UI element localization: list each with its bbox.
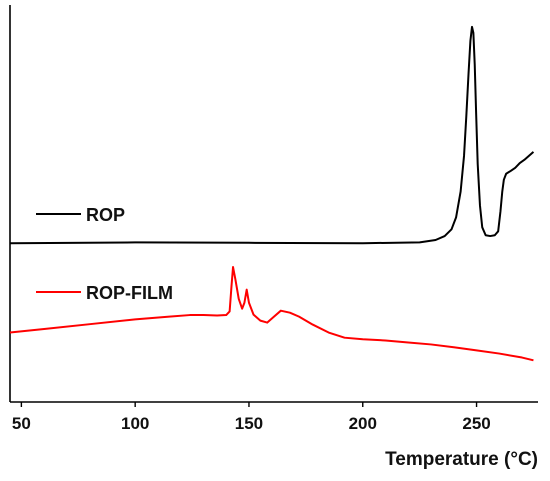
x-tick-label: 150 xyxy=(235,414,263,433)
x-tick-label: 100 xyxy=(121,414,149,433)
x-ticks: 50 100 150 200 250 xyxy=(12,402,491,433)
legend-label-rop-film: ROP-FILM xyxy=(86,283,173,303)
x-axis-title: Temperature (°C) xyxy=(385,449,538,470)
legend: ROP ROP-FILM xyxy=(36,205,173,303)
legend-label-rop: ROP xyxy=(86,205,125,225)
series-layer xyxy=(9,25,535,362)
series-line-rop xyxy=(9,25,535,245)
series-line-rop-film xyxy=(9,266,534,362)
x-tick-label: 250 xyxy=(462,414,490,433)
x-tick-label: 50 xyxy=(12,414,31,433)
x-tick-label: 200 xyxy=(349,414,377,433)
plot-area xyxy=(9,5,538,403)
